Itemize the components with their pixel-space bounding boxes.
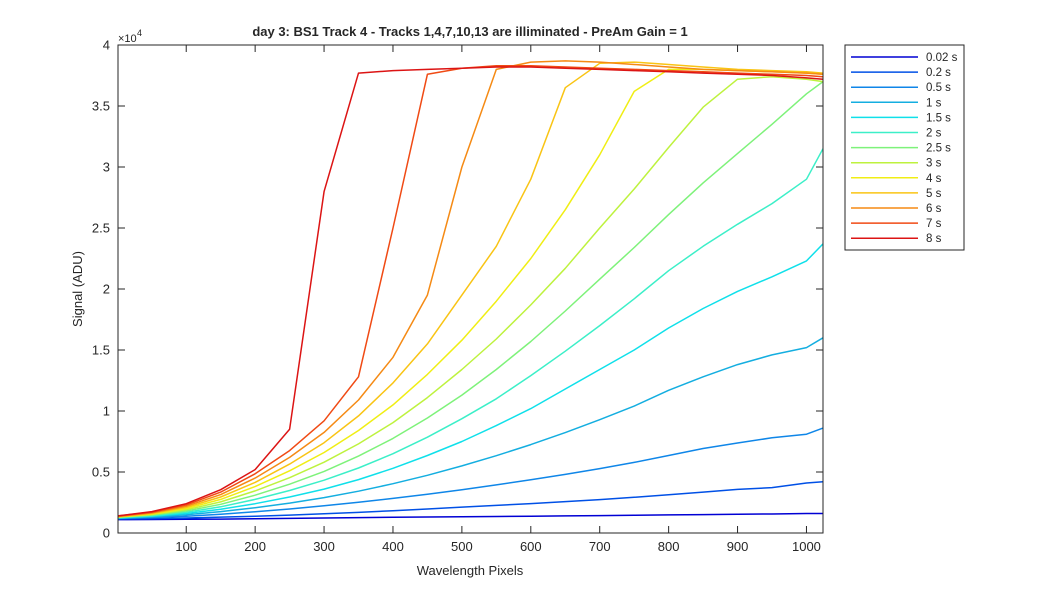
y-tick-label: 0: [103, 526, 110, 541]
x-tick-label: 500: [451, 539, 473, 554]
series-line-6: [117, 80, 824, 518]
x-axis: 100 200 300 400 500 600 700 800 900 1000: [175, 45, 821, 554]
x-tick-label: 200: [244, 539, 266, 554]
y-tick-label: 2.5: [92, 221, 110, 236]
series-line-5: [117, 148, 824, 519]
series-line-7: [117, 75, 824, 518]
legend-label: 7 s: [926, 218, 942, 230]
x-tick-label: 400: [382, 539, 404, 554]
legend-label: 0.2 s: [926, 67, 951, 79]
x-tick-label: 800: [658, 539, 680, 554]
x-tick-label: 700: [589, 539, 611, 554]
legend-label: 6 s: [926, 203, 942, 215]
series-line-12: [117, 66, 824, 517]
x-tick-label: 100: [175, 539, 197, 554]
y-exponent-power: 4: [137, 28, 142, 38]
plot-area: [118, 45, 823, 533]
series-line-9: [117, 61, 824, 518]
series-line-1: [117, 481, 824, 520]
legend-label: 8 s: [926, 233, 942, 245]
legend: 0.02 s 0.2 s 0.5 s 1 s 1.5 s 2 s 2.5 s 3 s 4 s 5 …: [844, 44, 965, 251]
x-tick-label: 900: [727, 539, 749, 554]
y-axis: 0 0.5 1 1.5 2 2.5 3 3.5 4: [92, 38, 823, 541]
legend-label: 4 s: [926, 173, 942, 185]
y-tick-label: 3: [103, 160, 110, 175]
series-layer: [117, 60, 824, 521]
series-line-2: [117, 427, 824, 520]
series-line-4: [117, 243, 824, 519]
legend-label: 1.5 s: [926, 112, 951, 124]
y-tick-label: 0.5: [92, 465, 110, 480]
y-tick-label: 1: [103, 404, 110, 419]
y-tick-label: 1.5: [92, 343, 110, 358]
x-axis-label: Wavelength Pixels: [417, 563, 524, 578]
legend-label: 5 s: [926, 188, 942, 200]
legend-label: 0.02 s: [926, 52, 958, 64]
y-axis-label: Signal (ADU): [70, 251, 85, 327]
series-line-10: [117, 60, 824, 518]
y-tick-label: 3.5: [92, 99, 110, 114]
series-line-3: [117, 337, 824, 520]
legend-label: 1 s: [926, 97, 942, 109]
x-tick-label: 600: [520, 539, 542, 554]
x-tick-label: 1000: [792, 539, 821, 554]
legend-label: 0.5 s: [926, 82, 951, 94]
series-line-0: [117, 512, 823, 521]
chart-title: day 3: BS1 Track 4 - Tracks 1,4,7,10,13 …: [252, 24, 687, 39]
y-tick-label: 4: [103, 38, 110, 53]
legend-label: 2.5 s: [926, 143, 951, 155]
legend-label: 2 s: [926, 128, 942, 140]
y-tick-label: 2: [103, 282, 110, 297]
x-tick-label: 300: [313, 539, 335, 554]
y-exponent-base: ×10: [118, 33, 137, 45]
legend-label: 3 s: [926, 158, 942, 170]
